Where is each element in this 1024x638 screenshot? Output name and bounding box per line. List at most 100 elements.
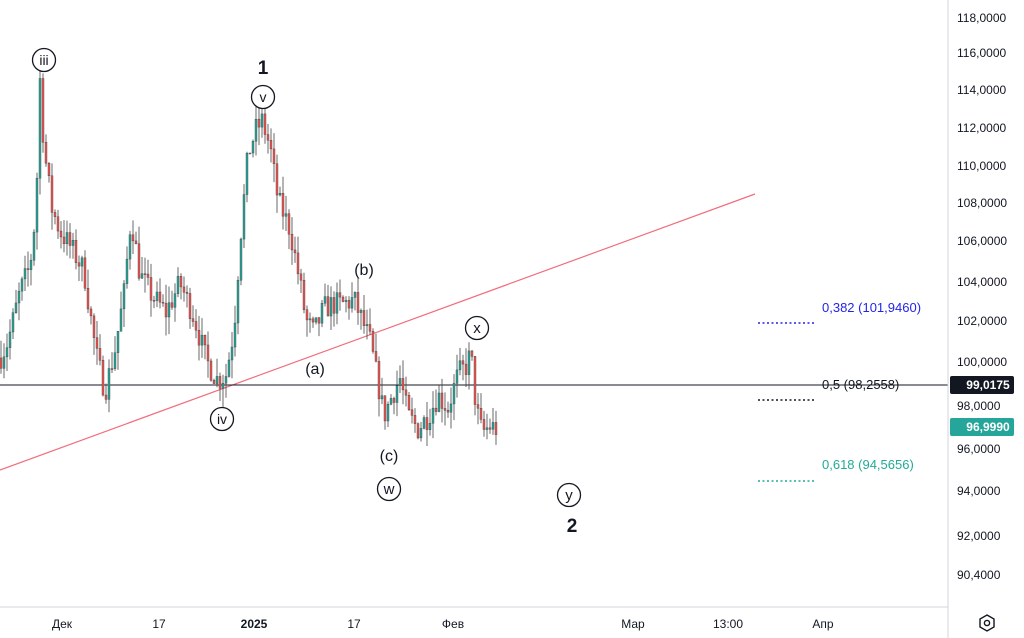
candle-body bbox=[374, 351, 378, 362]
price-tick-label: 108,0000 bbox=[957, 196, 1007, 210]
price-axis[interactable]: 118,0000 116,0000 114,0000 112,0000 110,0000… bbox=[947, 0, 1014, 638]
wave-iv: iv bbox=[217, 411, 227, 427]
candle-body bbox=[179, 276, 183, 288]
candle-body bbox=[0, 357, 3, 369]
candle-body bbox=[341, 296, 345, 302]
candle-body bbox=[221, 383, 225, 389]
candle-body bbox=[251, 140, 255, 154]
wave-b: (b) bbox=[354, 262, 374, 279]
candle-body bbox=[152, 300, 156, 302]
candle-body bbox=[113, 352, 117, 369]
candle-body bbox=[149, 277, 153, 301]
candle-body bbox=[68, 232, 72, 246]
candle-body bbox=[419, 428, 423, 439]
candle-body bbox=[458, 360, 462, 371]
wave-iv-circle[interactable] bbox=[209, 406, 235, 432]
candle-body bbox=[86, 288, 90, 310]
candle-body bbox=[212, 379, 216, 384]
candle-body bbox=[305, 309, 309, 321]
wave-1: 1 bbox=[258, 58, 269, 79]
candle-body bbox=[302, 279, 306, 310]
candle-body bbox=[494, 422, 498, 435]
candle-body bbox=[272, 148, 276, 164]
candle-body bbox=[338, 292, 342, 298]
candle-body bbox=[26, 268, 30, 270]
candle-body bbox=[98, 348, 102, 361]
candle-body bbox=[350, 297, 354, 309]
candle-body bbox=[356, 292, 360, 313]
wave-y-circle[interactable] bbox=[556, 482, 582, 508]
candle-body bbox=[296, 252, 300, 275]
price-tick-label: 100,0000 bbox=[957, 355, 1007, 369]
wave-w-circle[interactable] bbox=[376, 476, 402, 502]
candle-body bbox=[347, 300, 351, 309]
candle-body bbox=[77, 262, 81, 267]
wave-c: (c) bbox=[380, 448, 399, 465]
candle-body bbox=[467, 350, 471, 375]
candle-body bbox=[431, 407, 435, 424]
candle-body bbox=[293, 249, 297, 254]
candle-body bbox=[218, 376, 222, 389]
hline-price-tag bbox=[950, 376, 1014, 394]
candle-body bbox=[110, 368, 114, 370]
trendline[interactable] bbox=[0, 193, 756, 471]
candle-body bbox=[233, 322, 237, 348]
candle-body bbox=[380, 395, 384, 400]
candle-body bbox=[443, 408, 447, 411]
candle-body bbox=[59, 230, 63, 238]
time-tick-label: Фев bbox=[442, 617, 464, 631]
candle-body bbox=[80, 257, 84, 267]
candle-body bbox=[245, 152, 249, 195]
candle-body bbox=[323, 296, 327, 304]
candle-body bbox=[71, 240, 75, 246]
candle-body bbox=[476, 404, 480, 409]
candle-body bbox=[83, 257, 87, 289]
candle-body bbox=[104, 394, 108, 400]
candle-body bbox=[41, 78, 45, 143]
candle-body bbox=[236, 280, 240, 324]
candle-body bbox=[473, 356, 477, 405]
candle-body bbox=[257, 118, 261, 128]
fib-label-05: 0,5 (98,2558) bbox=[822, 377, 899, 392]
fib-label-0382: 0,382 (101,9460) bbox=[822, 300, 921, 315]
wave-iii-circle[interactable] bbox=[31, 47, 57, 73]
candle-body bbox=[167, 302, 171, 318]
candle-body bbox=[254, 118, 258, 142]
candle-body bbox=[173, 293, 177, 308]
time-axis[interactable]: Дек 17 2025 17 Фев Мар 13:00 Апр bbox=[0, 606, 948, 631]
candle-body bbox=[404, 389, 408, 396]
candle-body bbox=[155, 291, 159, 301]
candle-body bbox=[485, 427, 489, 430]
candle-body bbox=[383, 395, 387, 422]
candle-body bbox=[47, 162, 51, 177]
candle-body bbox=[362, 310, 366, 326]
candle-body bbox=[398, 378, 402, 386]
candle-body bbox=[38, 78, 42, 179]
candle-body bbox=[377, 361, 381, 400]
wave-x-circle[interactable] bbox=[464, 315, 490, 341]
price-tick-label: 98,0000 bbox=[957, 399, 1001, 413]
candle-body bbox=[176, 276, 180, 294]
candle-body bbox=[146, 273, 150, 278]
candle-body bbox=[248, 152, 252, 155]
candle-body bbox=[143, 273, 147, 275]
candle-body bbox=[5, 347, 9, 358]
candle-body bbox=[365, 324, 369, 326]
candle-body bbox=[326, 296, 330, 317]
candle-body bbox=[227, 359, 231, 377]
gear-icon[interactable] bbox=[979, 614, 995, 632]
price-tick-label: 112,0000 bbox=[957, 121, 1006, 135]
wave-v: v bbox=[260, 89, 267, 105]
candle-body bbox=[56, 216, 60, 232]
wave-v-circle[interactable] bbox=[250, 84, 276, 110]
candle-body bbox=[311, 318, 315, 323]
candle-body bbox=[464, 363, 468, 375]
candle-body bbox=[284, 213, 288, 217]
candle-body bbox=[299, 273, 303, 281]
candle-body bbox=[53, 212, 57, 217]
candle-body bbox=[200, 334, 204, 346]
candle-body bbox=[125, 258, 129, 284]
candle-body bbox=[320, 303, 324, 324]
candle-body bbox=[452, 383, 456, 405]
